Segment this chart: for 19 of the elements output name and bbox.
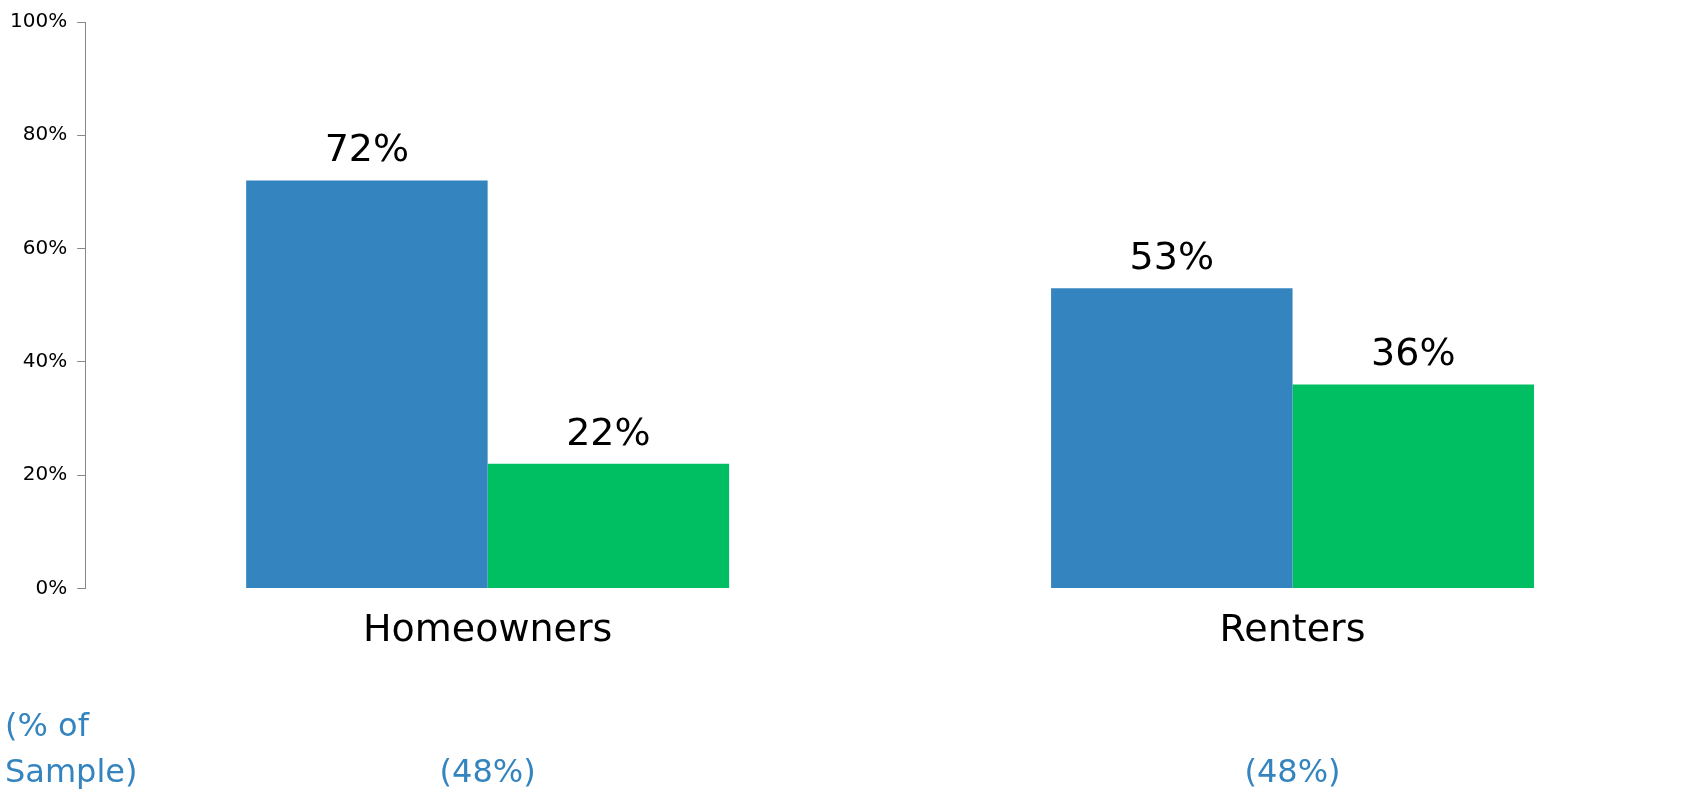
x-tick-label: Homeowners bbox=[362, 606, 613, 651]
y-tick-label: 40% bbox=[22, 348, 68, 373]
bar bbox=[487, 463, 730, 588]
text: (% of Sample) bbox=[5, 706, 138, 791]
x-tick-label: Renters bbox=[1219, 606, 1366, 651]
bar bbox=[1292, 384, 1535, 588]
y-tick-label: 0% bbox=[35, 574, 68, 599]
y-tick-label: 80% bbox=[22, 121, 68, 146]
bar bbox=[246, 180, 488, 588]
bar bbox=[1051, 288, 1293, 588]
data-label: 53% bbox=[1129, 234, 1215, 279]
y-tick-label: 60% bbox=[22, 234, 68, 259]
data-label: 22% bbox=[566, 409, 651, 454]
data-label: 72% bbox=[324, 126, 410, 171]
data-label: 36% bbox=[1371, 330, 1456, 375]
y-tick-label: 20% bbox=[22, 461, 68, 486]
text: (48%) bbox=[439, 752, 536, 791]
y-tick-label: 100% bbox=[9, 8, 68, 33]
text: (48%) bbox=[1244, 752, 1341, 791]
